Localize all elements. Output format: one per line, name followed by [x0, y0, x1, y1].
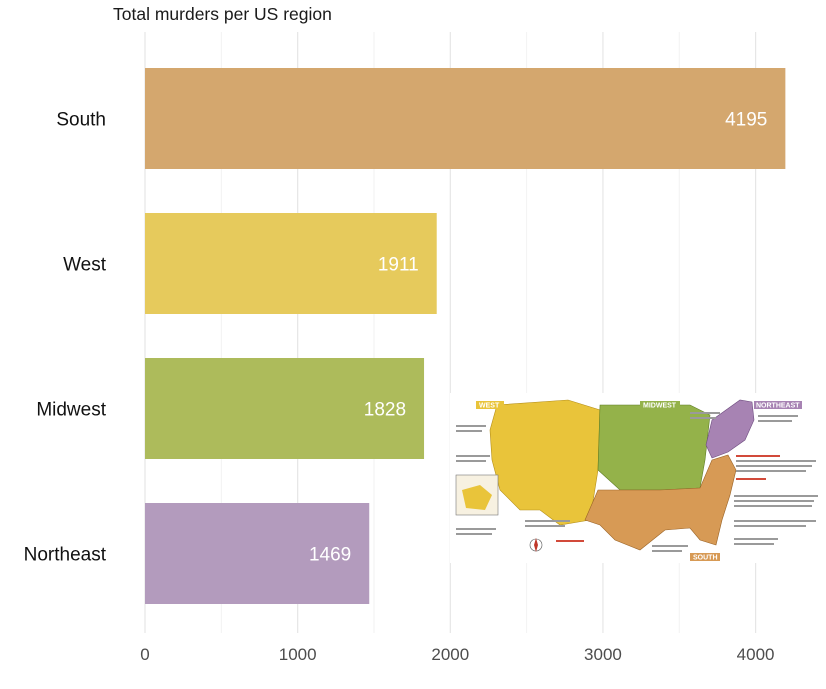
- x-tick-label: 3000: [584, 645, 622, 664]
- data-label-south: 4195: [725, 110, 767, 131]
- bar-west: [145, 213, 437, 314]
- category-label-northeast: Northeast: [24, 545, 107, 566]
- map-label-south: SOUTH: [693, 555, 718, 562]
- bar-south: [145, 68, 786, 169]
- us-regions-map-image: WEST MIDWEST NORTHEAST SOUTH: [450, 393, 820, 563]
- category-labels: South West Midwest Northeast: [24, 110, 107, 566]
- data-labels: 4195 1911 1828 1469: [309, 110, 767, 566]
- data-label-midwest: 1828: [364, 400, 406, 421]
- x-tick-label: 1000: [279, 645, 317, 664]
- category-label-midwest: Midwest: [36, 400, 106, 421]
- map-label-west: WEST: [479, 403, 500, 410]
- x-tick-label: 2000: [431, 645, 469, 664]
- map-region-northeast: [705, 399, 755, 459]
- x-tick-label: 0: [140, 645, 149, 664]
- map-region-south: [584, 454, 737, 551]
- map-label-midwest: MIDWEST: [643, 403, 677, 410]
- bar-northeast: [145, 503, 370, 604]
- data-label-west: 1911: [378, 255, 419, 276]
- category-label-south: South: [56, 110, 106, 131]
- map-label-northeast: NORTHEAST: [756, 403, 800, 410]
- bar-midwest: [145, 358, 425, 459]
- data-label-northeast: 1469: [309, 545, 351, 566]
- map-annotation-blocks: [456, 412, 818, 552]
- chart-title: Total murders per US region: [113, 4, 332, 24]
- x-tick-labels: 0 1000 2000 3000 4000: [140, 645, 774, 664]
- category-label-west: West: [63, 255, 107, 276]
- map-region-west: [489, 399, 601, 526]
- x-tick-label: 4000: [737, 645, 775, 664]
- bars: [145, 68, 786, 604]
